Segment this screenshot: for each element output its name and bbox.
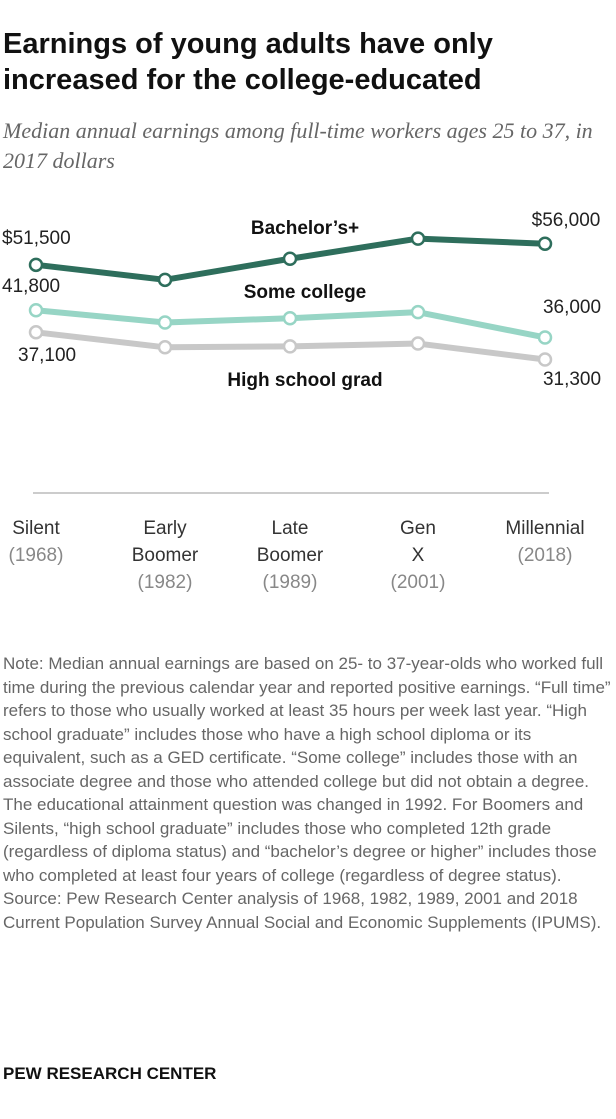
chart-subtitle: Median annual earnings among full-time w… <box>3 118 593 173</box>
x-tick-label: Late Boomer <box>257 518 324 566</box>
point <box>282 339 298 354</box>
note-text: Note: Median annual earnings are based o… <box>3 654 611 885</box>
value-label: 31,300 <box>543 369 601 390</box>
x-tick-label: Early Boomer <box>132 518 199 566</box>
value-label: 36,000 <box>543 297 601 318</box>
point <box>537 330 553 345</box>
point <box>157 340 173 355</box>
point <box>28 257 44 273</box>
chart-title: Earnings of young adults have only incre… <box>3 28 493 96</box>
point <box>28 303 44 318</box>
chart: Silent (1968) Early Boomer (1982) Late Boomer (… <box>2 210 601 593</box>
source: Source: Pew Research Center analysis of … <box>3 889 602 932</box>
point <box>282 251 298 266</box>
series-label: Some college <box>244 282 367 303</box>
point <box>410 336 426 351</box>
x-tick-label: Silent <box>12 518 60 539</box>
series-label: High school grad <box>227 370 382 391</box>
x-tick-year: (1989) <box>263 572 318 593</box>
point <box>28 325 44 340</box>
point <box>157 272 173 288</box>
note: Note: Median annual earnings are based o… <box>3 652 611 934</box>
value-label: 41,800 <box>2 276 60 297</box>
x-tick-year: (1982) <box>138 572 193 593</box>
point <box>157 315 173 330</box>
point <box>537 236 553 251</box>
value-label: $51,500 <box>2 228 71 249</box>
x-tick-year: (1968) <box>9 545 64 566</box>
x-tick-label: Millennial <box>505 518 584 539</box>
point <box>410 231 426 246</box>
value-label: 37,100 <box>18 345 76 366</box>
point <box>537 352 553 367</box>
x-tick-label: Gen X <box>400 518 436 566</box>
point <box>410 304 426 320</box>
x-tick-year: (2001) <box>391 572 446 593</box>
x-tick-year: (2018) <box>518 545 573 566</box>
series-label: Bachelor’s+ <box>251 218 359 239</box>
value-label: $56,000 <box>532 210 601 231</box>
point <box>282 310 298 326</box>
credit: PEW RESEARCH CENTER <box>3 1064 217 1083</box>
